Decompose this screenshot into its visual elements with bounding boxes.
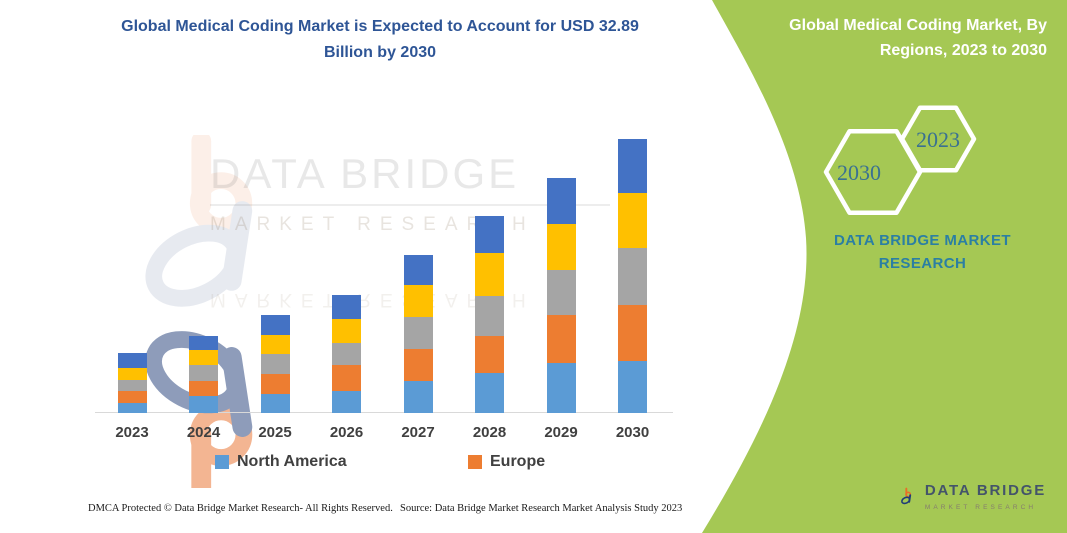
plot-area: 2023 2024 2025 2026 2027 2028 2029 2030 [95,139,673,441]
stacked-bar-2026 [332,294,361,413]
bar-segment [403,380,433,413]
bar-segment [189,380,218,396]
x-axis-label-2030: 2030 [615,424,650,441]
bar-segment [618,361,647,413]
stacked-bar-2029 [546,178,576,413]
stacked-bar-2028 [475,216,504,413]
bar-segment [260,334,290,354]
bar-segment [189,364,218,381]
footer-dmca-text: DMCA Protected © Data Bridge Market Rese… [88,503,393,514]
logo-badge: DATA BRIDGE MARKET RESEARCH [890,466,1056,528]
x-axis-label-2028: 2028 [472,424,507,441]
bar-segment [117,379,147,392]
footer-source-text: Source: Data Bridge Market Research Mark… [400,503,683,514]
hexagon-year-2030: 2030 [837,160,881,185]
legend-swatch-north-america-icon [215,455,229,469]
x-axis-line [95,412,673,413]
bar-segment [546,363,576,413]
bar-segment [117,391,147,403]
bar-segment [189,335,218,350]
bar-segment [332,294,361,319]
stacked-bar-2024 [189,335,218,413]
bar-segment [332,318,361,344]
bar-segment [618,304,647,362]
data-bridge-logo-icon [900,487,912,506]
bar-segment [475,295,504,336]
bar-segment [475,335,504,373]
bar-segment [260,353,290,374]
bar-segment [403,348,433,381]
bar-segment [403,317,433,349]
x-axis-label-2025: 2025 [258,424,292,441]
bar-segment [260,393,290,413]
bar-segment [117,367,147,380]
hexagon-year-2023: 2023 [916,127,960,152]
x-axis-label-2027: 2027 [401,424,435,441]
bar-segment [189,395,218,413]
logo-badge-title: DATA BRIDGE [924,482,1046,500]
bar-segment [618,139,647,194]
x-axis-label-2024: 2024 [186,424,221,441]
stacked-bar-2027 [403,254,433,413]
bar-segment [260,373,290,394]
bar-segment [546,314,576,363]
brand-name-text: DATA BRIDGE MARKET RESEARCH [834,232,1011,272]
bar-segment [260,315,290,335]
bar-segment [475,373,504,413]
legend-label-north-america: North America [237,453,347,470]
legend-swatch-europe-icon [468,455,482,469]
bar-segment [332,390,361,413]
x-axis-label-2026: 2026 [329,424,364,441]
bar-segment [618,193,647,249]
bar-segment [618,248,647,305]
bar-segment [403,254,433,286]
bar-segment [117,403,147,413]
chart-title: Global Medical Coding Market is Expected… [121,18,639,62]
legend-item-north-america: North America [215,453,347,471]
bar-segment [117,352,147,368]
legend-label-europe: Europe [490,453,546,470]
x-axis-label-2023: 2023 [115,424,149,441]
hexagon-2023 [899,105,977,173]
bar-segment [475,253,504,296]
panel-title: Global Medical Coding Market, By Regions… [789,17,1047,59]
logo-badge-texts: DATA BRIDGE MARKET RESEARCH [925,482,1046,512]
bar-segment [332,343,361,365]
chart-legend: North America Europe [0,453,680,477]
x-axis-label-2029: 2029 [544,424,578,441]
hexagon-year-graphic: 2030 2023 [823,105,977,215]
bar-segment [189,349,218,365]
bar-segment [546,178,576,224]
bar-segment [475,216,504,253]
logo-badge-subtitle: MARKET RESEARCH [924,503,1037,511]
bar-segment [546,269,576,315]
bar-segment [403,285,433,318]
legend-item-europe: Europe [468,453,545,471]
stacked-bar-2025 [260,315,290,413]
bar-segment [546,223,576,270]
bar-segment [332,364,361,391]
stacked-bar-2030 [618,139,647,413]
stacked-bar-2023 [117,352,147,413]
